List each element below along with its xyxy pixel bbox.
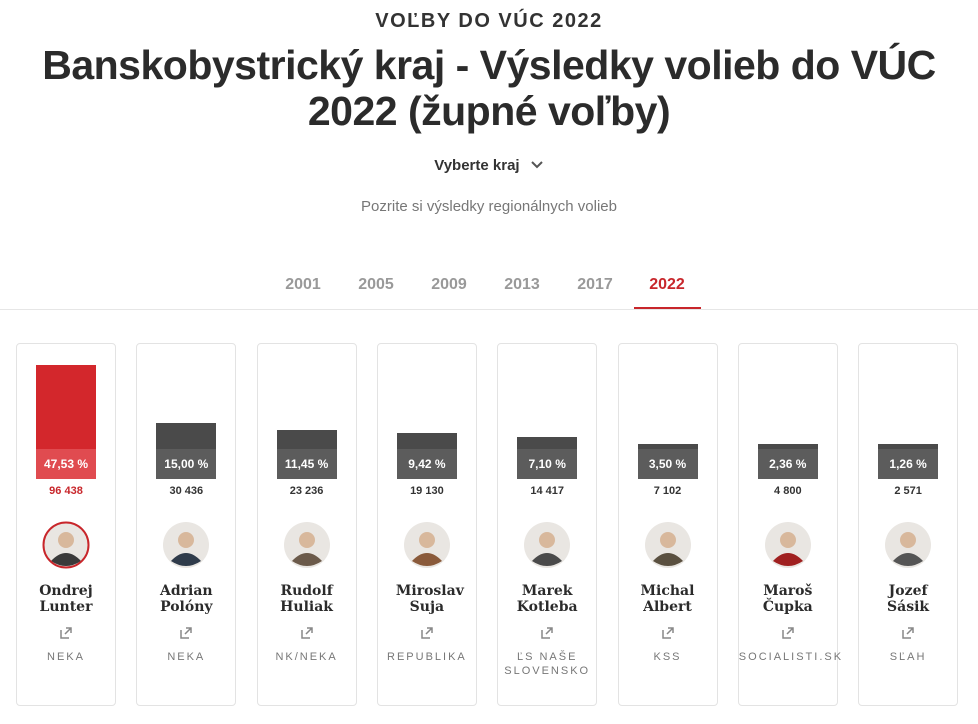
year-tab[interactable]: 2001 [285, 276, 321, 293]
tab-underline [634, 307, 701, 309]
bar: 11,45 % [276, 429, 337, 479]
percent-label: 7,10 % [517, 449, 578, 479]
votes: 23 236 [289, 485, 324, 497]
external-link[interactable] [60, 627, 72, 639]
avatar [283, 522, 330, 568]
percent-label: 2,36 % [757, 449, 818, 479]
votes: 14 417 [530, 485, 565, 497]
percent-label: 3,50 % [637, 449, 698, 479]
votes: 19 130 [410, 485, 444, 497]
avatar [644, 522, 691, 568]
candidate-card: 2,36 % 4 800 Maroš Čupka SOCIALISTI.SK [737, 343, 844, 706]
chevron [531, 161, 543, 169]
avatar [524, 522, 571, 568]
party: NEKA [167, 651, 206, 663]
percent-label: 15,00 % [156, 449, 217, 479]
party: ĽS NAŠE SLOVENSKO [504, 651, 591, 677]
candidate-name: Rudolf Huliak [280, 583, 333, 615]
external-link[interactable] [541, 627, 553, 639]
select-label: Vyberte kraj [434, 157, 520, 174]
year-tab[interactable]: 2017 [577, 276, 613, 293]
party: NEKA [47, 651, 85, 663]
votes: 4 800 [774, 485, 802, 497]
avatar [163, 522, 210, 568]
candidate-name: Jozef Sásik [887, 583, 930, 615]
candidate-name: Ondrej Lunter [39, 583, 93, 615]
page-title: Banskobystrický kraj - Výsledky volieb d… [42, 42, 936, 134]
votes: 30 436 [169, 485, 204, 497]
bar: 7,10 % [517, 437, 578, 479]
external-link[interactable] [300, 627, 313, 639]
avatar [764, 522, 811, 568]
bar: 15,00 % [156, 423, 217, 479]
candidate-card: 11,45 % 23 236 Rudolf Huliak NK/NEKA [256, 343, 357, 706]
party: SOCIALISTI.SK [738, 651, 844, 663]
party: REPUBLIKA [387, 651, 467, 663]
candidate-card: 47,53 % 96 438 Ondrej Lunter NEKA [16, 343, 116, 706]
kicker: VOĽBY DO VÚC 2022 [375, 10, 603, 32]
subtitle: Pozrite si výsledky regionálnych volieb [361, 198, 617, 215]
bar: 9,42 % [396, 433, 457, 479]
party: SĽAH [889, 651, 927, 663]
candidate-name: Adrian Polóny [159, 583, 213, 615]
percent-label: 47,53 % [36, 449, 96, 479]
bar: 3,50 % [637, 443, 698, 479]
candidate-name: Maroš Čupka [762, 583, 813, 615]
candidate-card: 7,10 % 14 417 Marek Kotleba ĽS NAŠE SLOVENS… [497, 343, 598, 706]
candidate-name: Miroslav Suja [395, 583, 464, 615]
party: KSS [653, 651, 682, 663]
candidate-name: Michal Albert [640, 583, 695, 615]
year-tab[interactable]: 2009 [431, 276, 467, 293]
votes: 96 438 [49, 485, 83, 497]
region-select[interactable]: Vyberte kraj [0, 157, 978, 174]
external-link[interactable] [902, 627, 914, 639]
candidate-card: 3,50 % 7 102 Michal Albert KSS [617, 343, 718, 706]
year-tab[interactable]: 2013 [504, 276, 540, 293]
external-link[interactable] [421, 627, 433, 639]
percent-label: 9,42 % [396, 449, 457, 479]
candidate-name: Marek Kotleba [516, 583, 578, 615]
year-tab[interactable]: 2005 [358, 276, 394, 293]
candidate-card: 1,26 % 2 571 Jozef Sásik SĽAH [858, 343, 959, 706]
bar: 2,36 % [757, 444, 818, 479]
bar: 1,26 % [878, 444, 939, 479]
votes: 7 102 [653, 485, 682, 497]
avatar [885, 522, 932, 568]
party: NK/NEKA [275, 651, 338, 663]
year-tab[interactable]: 2022 [649, 276, 685, 293]
percent-label: 1,26 % [878, 449, 939, 479]
avatar [403, 522, 450, 568]
divider [0, 309, 978, 310]
avatar [42, 521, 90, 569]
external-link[interactable] [180, 627, 193, 639]
external-link[interactable] [661, 627, 674, 639]
bar: 47,53 % [36, 365, 96, 479]
candidate-card: 9,42 % 19 130 Miroslav Suja REPUBLIKA [376, 343, 477, 706]
percent-label: 11,45 % [276, 449, 337, 479]
candidate-card: 15,00 % 30 436 Adrian Polóny NEKA [136, 343, 237, 706]
votes: 2 571 [894, 485, 922, 497]
external-link[interactable] [782, 627, 794, 639]
